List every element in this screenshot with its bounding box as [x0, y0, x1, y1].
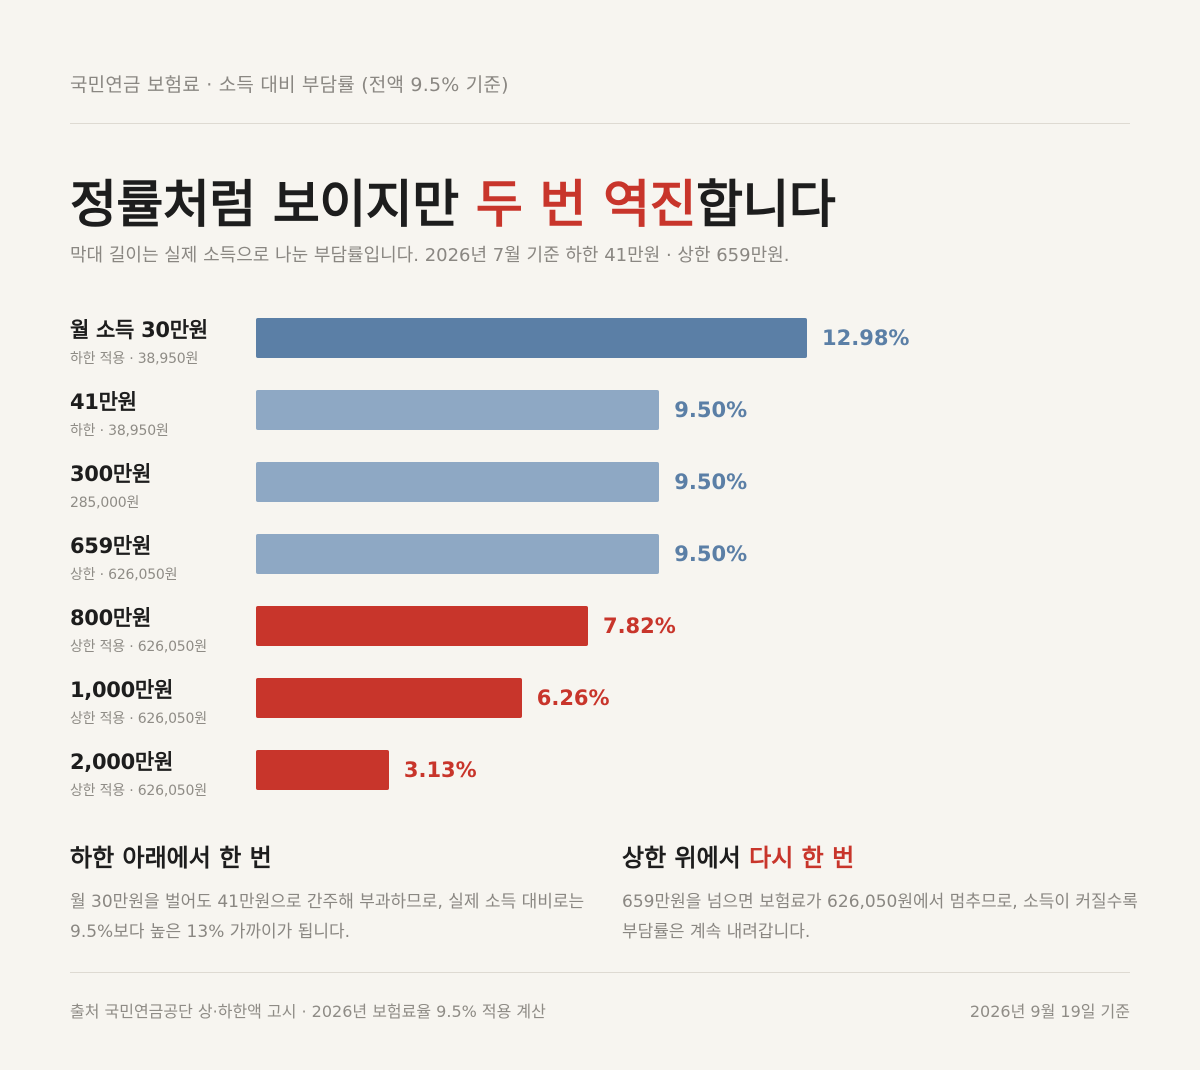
category-label: 41만원	[70, 390, 137, 414]
bar-value-label: 6.26%	[536, 686, 610, 710]
note-cap-title-text: 상한 위에서	[622, 844, 750, 872]
top-divider	[70, 123, 1130, 124]
kicker-text: 국민연금 보험료 · 소득 대비 부담률 (전액 9.5% 기준)	[70, 74, 509, 96]
headline: 정률처럼 보이지만 두 번 역진합니다	[70, 163, 836, 237]
bar-value-label: 9.50%	[674, 470, 748, 494]
bar	[256, 390, 660, 430]
category-sublabel: 상한 적용 · 626,050원	[70, 639, 207, 655]
category-sublabel: 상한 · 626,050원	[70, 567, 178, 583]
bar-value-label: 7.82%	[602, 614, 676, 638]
bar-value-label: 9.50%	[674, 542, 748, 566]
bar	[256, 606, 588, 646]
category-label: 659만원	[70, 534, 151, 558]
category-label: 1,000만원	[70, 678, 173, 702]
note-floor-title-text: 하한 아래에서 한 번	[70, 844, 272, 872]
note-cap-body: 659만원을 넘으면 보험료가 626,050원에서 멈추므로, 소득이 커질수…	[622, 892, 1138, 942]
note-floor-body: 월 30만원을 벌어도 41만원으로 간주해 부과하므로, 실제 소득 대비로는…	[70, 892, 585, 942]
bar-value-label: 12.98%	[822, 326, 910, 350]
bar	[256, 534, 660, 574]
category-sublabel: 285,000원	[70, 495, 140, 511]
bar-value-label: 9.50%	[674, 398, 748, 422]
category-label: 2,000만원	[70, 750, 173, 774]
bar	[256, 318, 807, 358]
note-floor: 하한 아래에서 한 번 월 30만원을 벌어도 41만원으로 간주해 부과하므로…	[70, 838, 590, 947]
category-sublabel: 하한 · 38,950원	[70, 423, 169, 439]
category-sublabel: 하한 적용 · 38,950원	[70, 351, 199, 367]
chart-row: 300만원 285,000원 9.50%	[70, 454, 1130, 514]
row-label: 300만원 285,000원	[70, 458, 250, 512]
note-cap-title: 상한 위에서 다시 한 번	[622, 838, 1142, 873]
category-label: 300만원	[70, 462, 151, 486]
subtitle: 막대 길이는 실제 소득으로 나눈 부담률입니다. 2026년 7월 기준 하한…	[70, 245, 790, 266]
footer-source: 출처 국민연금공단 상·하한액 고시 · 2026년 보험료율 9.5% 적용 …	[70, 1002, 546, 1021]
headline-accent: 두 번 역진	[475, 176, 697, 235]
note-floor-title: 하한 아래에서 한 번	[70, 838, 590, 873]
bar	[256, 462, 660, 502]
category-sublabel: 상한 적용 · 626,050원	[70, 783, 207, 799]
note-cap: 상한 위에서 다시 한 번 659만원을 넘으면 보험료가 626,050원에서…	[622, 838, 1142, 947]
bottom-divider	[70, 972, 1130, 973]
category-label: 800만원	[70, 606, 151, 630]
note-cap-title-accent: 다시 한 번	[749, 844, 855, 872]
footer-date: 2026년 9월 19일 기준	[969, 1002, 1130, 1021]
category-label: 월 소득 30만원	[70, 318, 208, 342]
bar	[256, 750, 389, 790]
bar-value-label: 3.13%	[403, 758, 477, 782]
category-sublabel: 상한 적용 · 626,050원	[70, 711, 207, 727]
headline-pre: 정률처럼 보이지만	[70, 176, 476, 235]
headline-post: 합니다	[696, 176, 836, 235]
bar	[256, 678, 522, 718]
